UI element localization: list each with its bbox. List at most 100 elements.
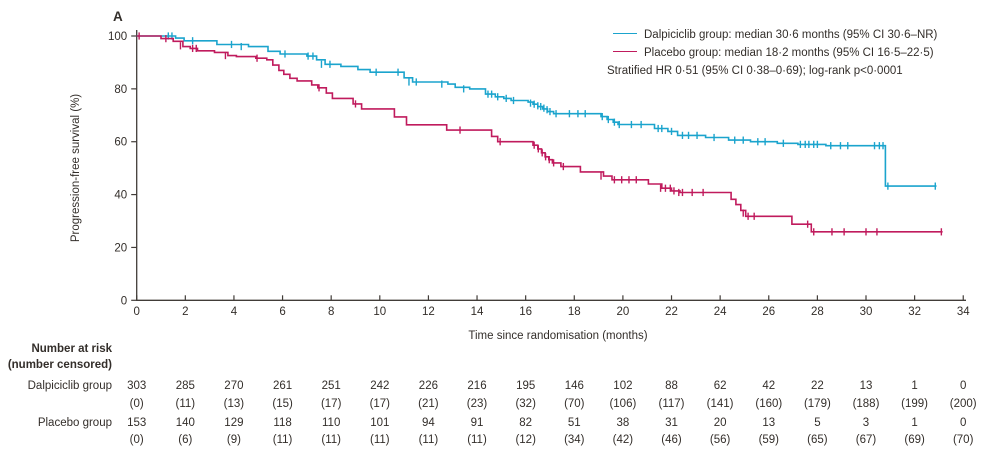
risk-censored-value: (11) <box>369 434 390 446</box>
x-tick-label: 22 <box>665 306 678 318</box>
y-axis-title: Progression-free survival (%) <box>70 94 82 242</box>
risk-censored-value: (23) <box>466 398 488 410</box>
risk-censored-value: (11) <box>272 434 293 446</box>
dalpiciclib-line-swatch <box>613 33 637 35</box>
km-curve-placebo <box>136 35 943 233</box>
risk-censored-value: (9) <box>226 434 241 446</box>
risk-at-risk-value: 0 <box>959 380 967 392</box>
y-tick-label: 100 <box>108 31 127 43</box>
x-tick-label: 32 <box>908 306 921 318</box>
risk-at-risk-value: 270 <box>224 380 244 392</box>
risk-at-risk-value: 51 <box>567 417 581 429</box>
risk-at-risk-value: 129 <box>224 417 244 429</box>
risk-at-risk-value: 20 <box>713 417 727 429</box>
x-tick-label: 16 <box>519 306 532 318</box>
x-tick-label: 12 <box>422 306 435 318</box>
risk-censored-value: (21) <box>418 398 439 410</box>
risk-at-risk-value: 195 <box>516 380 536 392</box>
risk-at-risk-value: 42 <box>762 380 776 392</box>
risk-at-risk-value: 140 <box>175 417 195 429</box>
x-tick-label: 8 <box>328 306 334 318</box>
risk-at-risk-value: 82 <box>519 417 533 429</box>
risk-row-label-placebo: Placebo group <box>37 417 112 429</box>
risk-censored-value: (56) <box>709 434 731 446</box>
x-tick-label: 6 <box>279 306 285 318</box>
risk-at-risk-value: 22 <box>810 380 824 392</box>
risk-censored-value: (179) <box>803 398 831 410</box>
risk-censored-value: (15) <box>272 398 293 410</box>
x-tick-label: 14 <box>471 306 484 318</box>
risk-at-risk-value: 1 <box>911 417 918 429</box>
x-tick-label: 24 <box>714 306 727 318</box>
risk-censored-value: (106) <box>609 398 637 410</box>
y-tick-label: 0 <box>121 295 127 307</box>
risk-at-risk-value: 110 <box>322 417 341 429</box>
risk-at-risk-value: 38 <box>616 417 630 429</box>
risk-censored-value: (6) <box>178 434 193 446</box>
survival-curves <box>136 32 943 236</box>
y-tick-label: 60 <box>114 137 127 149</box>
placebo-line-swatch <box>613 51 637 53</box>
risk-censored-value: (188) <box>852 398 880 410</box>
risk-at-risk-value: 13 <box>762 417 776 429</box>
risk-censored-value: (46) <box>661 434 682 446</box>
x-tick-label: 26 <box>762 306 775 318</box>
risk-censored-value: (11) <box>321 434 341 446</box>
risk-censored-value: (200) <box>949 398 977 410</box>
risk-censored-value: (70) <box>564 398 585 410</box>
risk-at-risk-value: 101 <box>370 417 390 429</box>
risk-censored-value: (11) <box>467 434 487 446</box>
risk-at-risk-value: 13 <box>859 380 873 392</box>
risk-at-risk-value: 242 <box>370 380 390 392</box>
risk-censored-value: (17) <box>369 398 391 410</box>
risk-censored-value: (12) <box>515 434 536 446</box>
legend-item-placebo: Placebo group: median 18·2 months (95% C… <box>613 46 934 60</box>
y-tick-label: 20 <box>114 242 127 254</box>
risk-at-risk-value: 1 <box>911 380 918 392</box>
legend-item-dalpiciclib: Dalpiciclib group: median 30·6 months (9… <box>613 28 937 42</box>
y-tick-label: 80 <box>114 84 127 96</box>
risk-at-risk-value: 94 <box>421 417 435 429</box>
axes: 0 2 4 6 8 10 12 14 16 18 20 22 24 26 28 30 32 34020406080… <box>108 30 970 318</box>
risk-censored-value: (199) <box>901 398 929 410</box>
risk-censored-value: (65) <box>807 434 828 446</box>
risk-at-risk-value: 303 <box>127 380 147 392</box>
y-tick-label: 40 <box>114 190 127 202</box>
x-tick-label: 0 <box>133 306 139 318</box>
risk-censored-value: (42) <box>612 434 634 446</box>
risk-at-risk-value: 102 <box>613 380 633 392</box>
risk-at-risk-value: 91 <box>470 417 484 429</box>
risk-row-label-dalpiciclib: Dalpiciclib group <box>27 380 112 392</box>
risk-censored-value: (11) <box>418 434 439 446</box>
x-tick-label: 18 <box>568 306 581 318</box>
risk-censored-value: (67) <box>855 434 877 446</box>
x-tick-label: 10 <box>373 306 386 318</box>
risk-censored-value: (13) <box>223 398 245 410</box>
risk-at-risk-value: 31 <box>665 417 678 429</box>
risk-censored-value: (34) <box>564 434 585 446</box>
risk-censored-value: (32) <box>515 398 536 410</box>
risk-at-risk-value: 146 <box>564 380 584 392</box>
legend-label-dalpiciclib: Dalpiciclib group: median 30·6 months (9… <box>644 29 938 41</box>
x-tick-label: 20 <box>617 306 630 318</box>
x-tick-label: 28 <box>811 306 824 318</box>
risk-at-risk-value: 226 <box>418 380 438 392</box>
panel-label: A <box>113 9 123 24</box>
risk-at-risk-value: 0 <box>959 417 967 429</box>
km-curve-dalpiciclib <box>136 35 937 187</box>
x-axis-title: Time since randomisation (months) <box>468 330 647 342</box>
risk-at-risk-value: 3 <box>862 417 870 429</box>
risk-at-risk-value: 118 <box>273 417 292 429</box>
risk-censored-value: (69) <box>904 434 925 446</box>
stats-note: Stratified HR 0·51 (95% CI 0·38–0·69); l… <box>607 65 903 77</box>
risk-censored-value: (17) <box>320 398 342 410</box>
risk-censored-value: (59) <box>758 434 780 446</box>
risk-at-risk-value: 88 <box>665 380 678 392</box>
risk-at-risk-value: 216 <box>467 380 487 392</box>
risk-at-risk-value: 251 <box>321 380 341 392</box>
risk-censored-value: (11) <box>175 398 196 410</box>
risk-at-risk-value: 62 <box>713 380 727 392</box>
x-tick-label: 34 <box>957 306 970 318</box>
